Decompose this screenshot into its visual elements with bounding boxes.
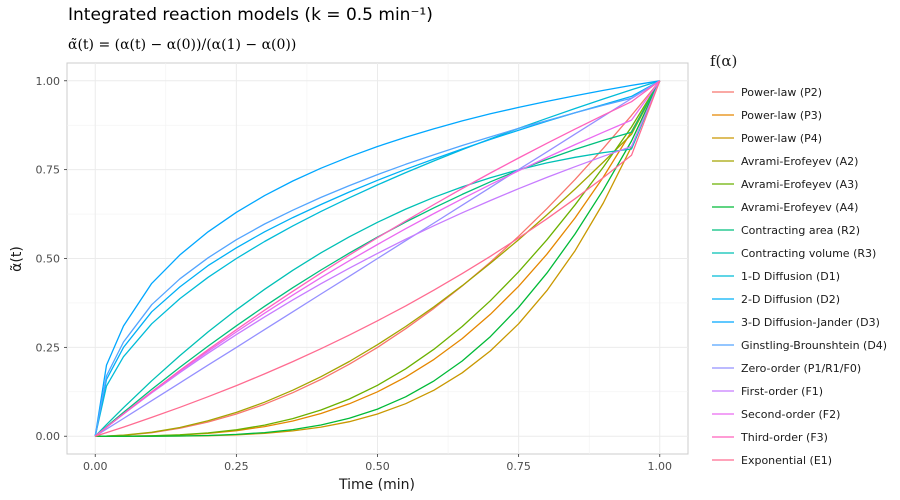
series-line-15 (94, 80, 661, 437)
series-line-12 (94, 80, 661, 437)
legend-label-1: Power-law (P3) (741, 109, 822, 122)
legend-label-13: First-order (F1) (741, 385, 823, 398)
series-line-4 (95, 80, 661, 437)
legend-label-11: Ginstling-Brounshtein (D4) (741, 339, 887, 352)
x-tick-label: 1.00 (648, 460, 673, 473)
y-tick-label: 0.50 (36, 253, 61, 266)
legend-label-15: Third-order (F3) (740, 431, 828, 444)
series-line-11 (94, 80, 661, 437)
x-axis-title: Time (min) (338, 477, 415, 493)
x-tick-label: 0.75 (506, 460, 531, 473)
series-line-3 (95, 80, 661, 437)
legend-label-8: 1-D Diffusion (D1) (741, 270, 840, 283)
legend-label-14: Second-order (F2) (741, 408, 840, 421)
x-tick-label: 0.00 (83, 460, 108, 473)
y-tick-label: 1.00 (36, 75, 61, 88)
x-axis-ticks: 0.00 0.25 0.50 0.75 1.00 (83, 454, 672, 473)
legend: Power-law (P2) Power-law (P3) Power-law (P… (712, 86, 887, 467)
y-tick-label: 0.00 (36, 430, 61, 443)
legend-label-5: Avrami-Erofeyev (A4) (741, 201, 858, 214)
series-line-16 (95, 80, 661, 437)
x-tick-label: 0.25 (224, 460, 249, 473)
legend-label-7: Contracting volume (R3) (741, 247, 876, 260)
legend-label-9: 2-D Diffusion (D2) (741, 293, 840, 306)
y-tick-label: 0.25 (36, 341, 61, 354)
chart-title: Integrated reaction models (k = 0.5 min⁻… (68, 5, 433, 25)
legend-title: f(α) (710, 52, 737, 70)
y-axis-ticks: 0.00 0.25 0.50 0.75 1.00 (36, 75, 67, 443)
series-lines (94, 80, 661, 437)
legend-label-0: Power-law (P2) (741, 86, 822, 99)
y-tick-label: 0.75 (36, 164, 61, 177)
legend-label-16: Exponential (E1) (741, 454, 832, 467)
x-tick-label: 0.50 (365, 460, 390, 473)
y-axis-title: α̃(t) (9, 246, 25, 272)
series-line-10 (94, 80, 660, 437)
legend-label-6: Contracting area (R2) (741, 224, 860, 237)
legend-label-12: Zero-order (P1/R1/F0) (741, 362, 861, 375)
series-line-5 (95, 80, 661, 437)
series-line-13 (94, 80, 661, 437)
legend-label-4: Avrami-Erofeyev (A3) (741, 178, 858, 191)
legend-label-3: Avrami-Erofeyev (A2) (741, 155, 858, 168)
series-line-7 (94, 80, 661, 437)
legend-label-2: Power-law (P4) (741, 132, 822, 145)
series-line-8 (94, 80, 660, 437)
chart-subtitle: α̃(t) = (α(t) − α(0))/(α(1) − α(0)) (68, 37, 296, 53)
series-line-6 (94, 80, 661, 437)
legend-label-10: 3-D Diffusion-Jander (D3) (741, 316, 880, 329)
